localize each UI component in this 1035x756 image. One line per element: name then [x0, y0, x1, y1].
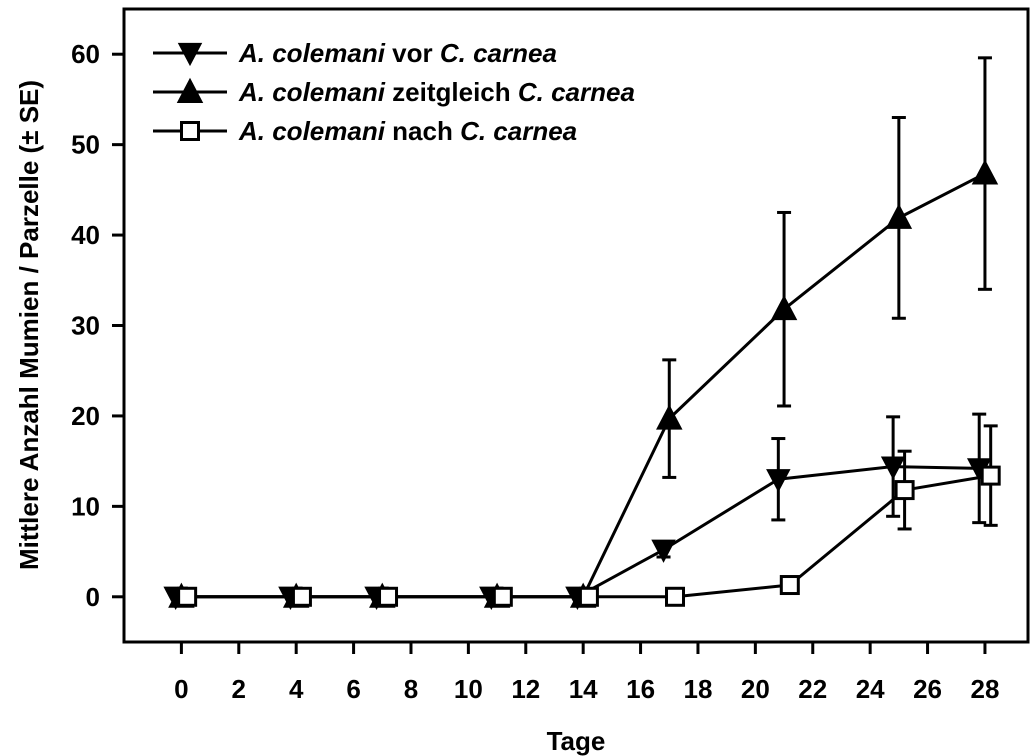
x-axis-ticks: 0 2 4 6 8 10 12 14 16 18 20 22 24 26 28 [174, 642, 999, 704]
x-tick-label: 4 [289, 674, 304, 704]
y-tick-label: 60 [71, 39, 100, 69]
x-tick-label: 6 [346, 674, 360, 704]
legend-label-part: C. carnea [460, 116, 577, 146]
legend-label: A. colemani zeitgleich C. carnea [238, 77, 635, 107]
x-tick-label: 26 [913, 674, 942, 704]
y-tick-label: 0 [86, 582, 100, 612]
y-tick-label: 30 [71, 311, 100, 341]
x-axis-title: Tage [547, 726, 606, 756]
x-tick-label: 22 [798, 674, 827, 704]
data-series-layer [163, 56, 1001, 610]
legend-label-part: C. carnea [440, 38, 557, 68]
series-line [181, 172, 986, 599]
data-point [291, 586, 312, 607]
legend-label-part: A. colemani [238, 116, 386, 146]
data-point [492, 586, 513, 607]
legend-label-part: vor [385, 38, 440, 68]
legend-label-part: A. colemani [238, 77, 386, 107]
data-point [894, 480, 915, 501]
y-axis-ticks: 0 10 20 30 40 50 60 [71, 39, 124, 612]
legend-marker [180, 121, 200, 141]
x-tick-label: 18 [684, 674, 713, 704]
data-point [885, 203, 913, 229]
x-tick-label: 24 [856, 674, 885, 704]
y-tick-label: 40 [71, 220, 100, 250]
data-point [651, 539, 676, 563]
data-point [880, 456, 906, 480]
data-point [980, 465, 1001, 486]
legend-marker [176, 77, 204, 103]
x-tick-label: 0 [174, 674, 188, 704]
x-tick-label: 20 [741, 674, 770, 704]
y-axis-title: Mittlere Anzahl Mumien / Parzelle (± SE) [14, 80, 44, 570]
x-tick-label: 2 [232, 674, 246, 704]
legend-marker [177, 42, 203, 67]
x-tick-label: 16 [626, 674, 655, 704]
series-line [187, 474, 991, 599]
legend-label-part: C. carnea [518, 77, 635, 107]
y-tick-label: 20 [71, 401, 100, 431]
x-tick-label: 12 [511, 674, 540, 704]
data-point [656, 404, 683, 430]
legend-label-part: A. colemani [238, 38, 386, 68]
data-point [770, 295, 798, 321]
x-tick-label: 8 [404, 674, 418, 704]
x-tick-label: 28 [970, 674, 999, 704]
data-point [378, 586, 399, 607]
series-line [175, 465, 980, 599]
data-point [665, 586, 686, 607]
x-tick-label: 10 [454, 674, 483, 704]
data-point [177, 586, 198, 607]
data-point [578, 586, 599, 607]
data-point [766, 469, 791, 493]
y-tick-label: 50 [71, 130, 100, 160]
legend-label: A. colemani vor C. carnea [238, 38, 557, 68]
series-3 [177, 424, 1001, 607]
data-point [779, 575, 800, 596]
x-tick-label: 14 [569, 674, 598, 704]
legend-label: A. colemani nach C. carnea [238, 116, 577, 146]
legend-label-part: nach [385, 116, 460, 146]
legend-label-part: zeitgleich [385, 77, 518, 107]
y-tick-label: 10 [71, 491, 100, 521]
data-point [971, 159, 999, 185]
series-1 [163, 412, 992, 610]
